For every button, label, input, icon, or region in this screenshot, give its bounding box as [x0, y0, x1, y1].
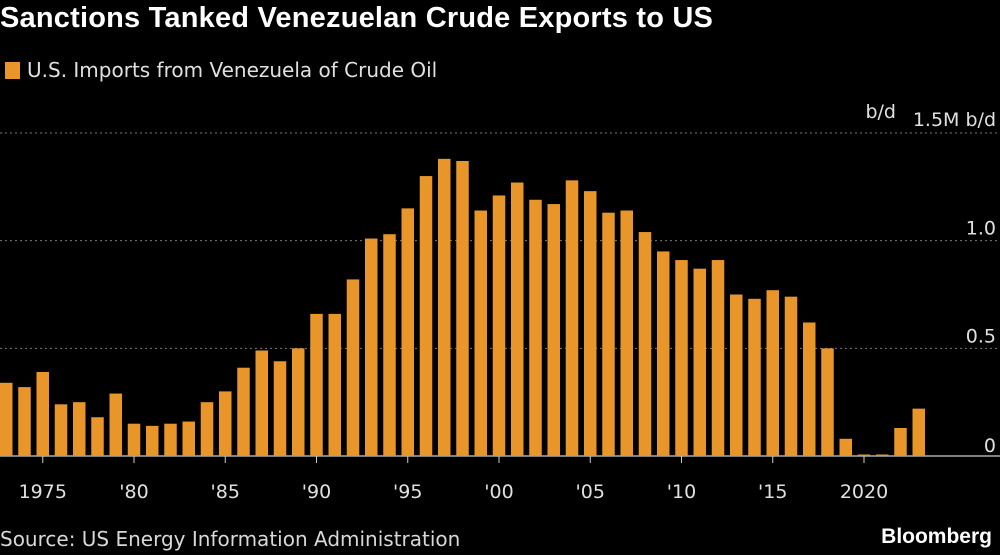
- brand-logo: Bloomberg: [881, 525, 992, 548]
- bar-1987: [255, 350, 268, 456]
- y-tick-label: 1.5M b/d: [913, 109, 996, 131]
- bar-2015: [766, 290, 779, 456]
- bar-1996: [419, 176, 433, 457]
- chart-title: Sanctions Tanked Venezuelan Crude Export…: [0, 2, 714, 34]
- bar-1997: [438, 158, 451, 456]
- x-tick-label: '00: [484, 481, 513, 503]
- bar-2000: [492, 195, 506, 457]
- y-unit-label: b/d: [865, 101, 896, 123]
- bar-2018: [821, 348, 834, 456]
- legend: U.S. Imports from Venezuela of Crude Oil: [5, 58, 437, 82]
- x-tick-label: '85: [211, 481, 240, 503]
- bar-1989: [292, 348, 305, 456]
- bar-2003: [547, 204, 560, 456]
- bar-2008: [638, 232, 652, 456]
- bar-2004: [565, 180, 579, 456]
- bar-2020: [857, 454, 871, 456]
- bar-2013: [730, 294, 743, 456]
- bar-1990: [310, 313, 323, 456]
- bar-1992: [346, 279, 360, 456]
- y-tick-label: 0: [984, 435, 996, 457]
- bar-2021: [876, 454, 889, 456]
- bar-1982: [164, 423, 177, 456]
- x-tick-label: '05: [576, 481, 605, 503]
- bar-1981: [146, 425, 159, 456]
- legend-swatch: [5, 61, 20, 79]
- x-tick-label: 1975: [19, 481, 67, 503]
- bar-2012: [711, 260, 725, 456]
- bar-2010: [675, 260, 688, 456]
- x-tick-label: '95: [393, 481, 422, 503]
- bar-1973: [0, 382, 13, 456]
- bar-2022: [894, 428, 907, 456]
- bar-1993: [365, 238, 378, 456]
- bar-1974: [18, 387, 31, 456]
- y-tick-label: 0.5: [966, 325, 996, 347]
- bar-1980: [127, 423, 141, 456]
- bar-2016: [784, 296, 798, 456]
- x-tick-label: '90: [302, 481, 331, 503]
- bar-1998: [456, 160, 469, 456]
- bar-1984: [200, 402, 214, 456]
- bar-1995: [401, 208, 414, 456]
- bar-1994: [383, 234, 396, 456]
- bar-1975: [36, 372, 49, 456]
- bar-1999: [474, 210, 487, 456]
- bar-1979: [109, 393, 122, 456]
- x-tick-label: '80: [119, 481, 148, 503]
- bar-2005: [584, 191, 597, 456]
- y-tick-label: 1.0: [966, 218, 996, 240]
- bar-1988: [273, 361, 287, 456]
- bar-2002: [529, 199, 542, 456]
- bar-1978: [91, 417, 104, 456]
- x-tick-label: '10: [667, 481, 696, 503]
- bar-1985: [219, 391, 232, 456]
- bar-1983: [182, 421, 195, 456]
- x-tick-label: 2020: [840, 481, 888, 503]
- bar-1986: [237, 367, 250, 456]
- bar-2009: [657, 251, 670, 456]
- source-note: Source: US Energy Information Administra…: [0, 527, 461, 551]
- bar-1977: [73, 402, 86, 456]
- bar-2014: [748, 298, 761, 456]
- bar-2006: [602, 212, 615, 456]
- bar-1976: [54, 404, 68, 456]
- bar-2011: [693, 268, 706, 456]
- bar-2019: [839, 438, 852, 456]
- bar-2023: [912, 408, 925, 456]
- bar-1991: [328, 313, 341, 456]
- bar-2017: [803, 322, 816, 456]
- x-tick-label: '15: [758, 481, 787, 503]
- bar-2001: [511, 182, 524, 456]
- bar-2007: [620, 210, 633, 456]
- bar-chart: b/d 0 0.5 1.0 1.5M b/d 1975 '80 '85 '90 '95 '00 '0…: [0, 101, 1000, 503]
- legend-label: U.S. Imports from Venezuela of Crude Oil: [27, 58, 438, 82]
